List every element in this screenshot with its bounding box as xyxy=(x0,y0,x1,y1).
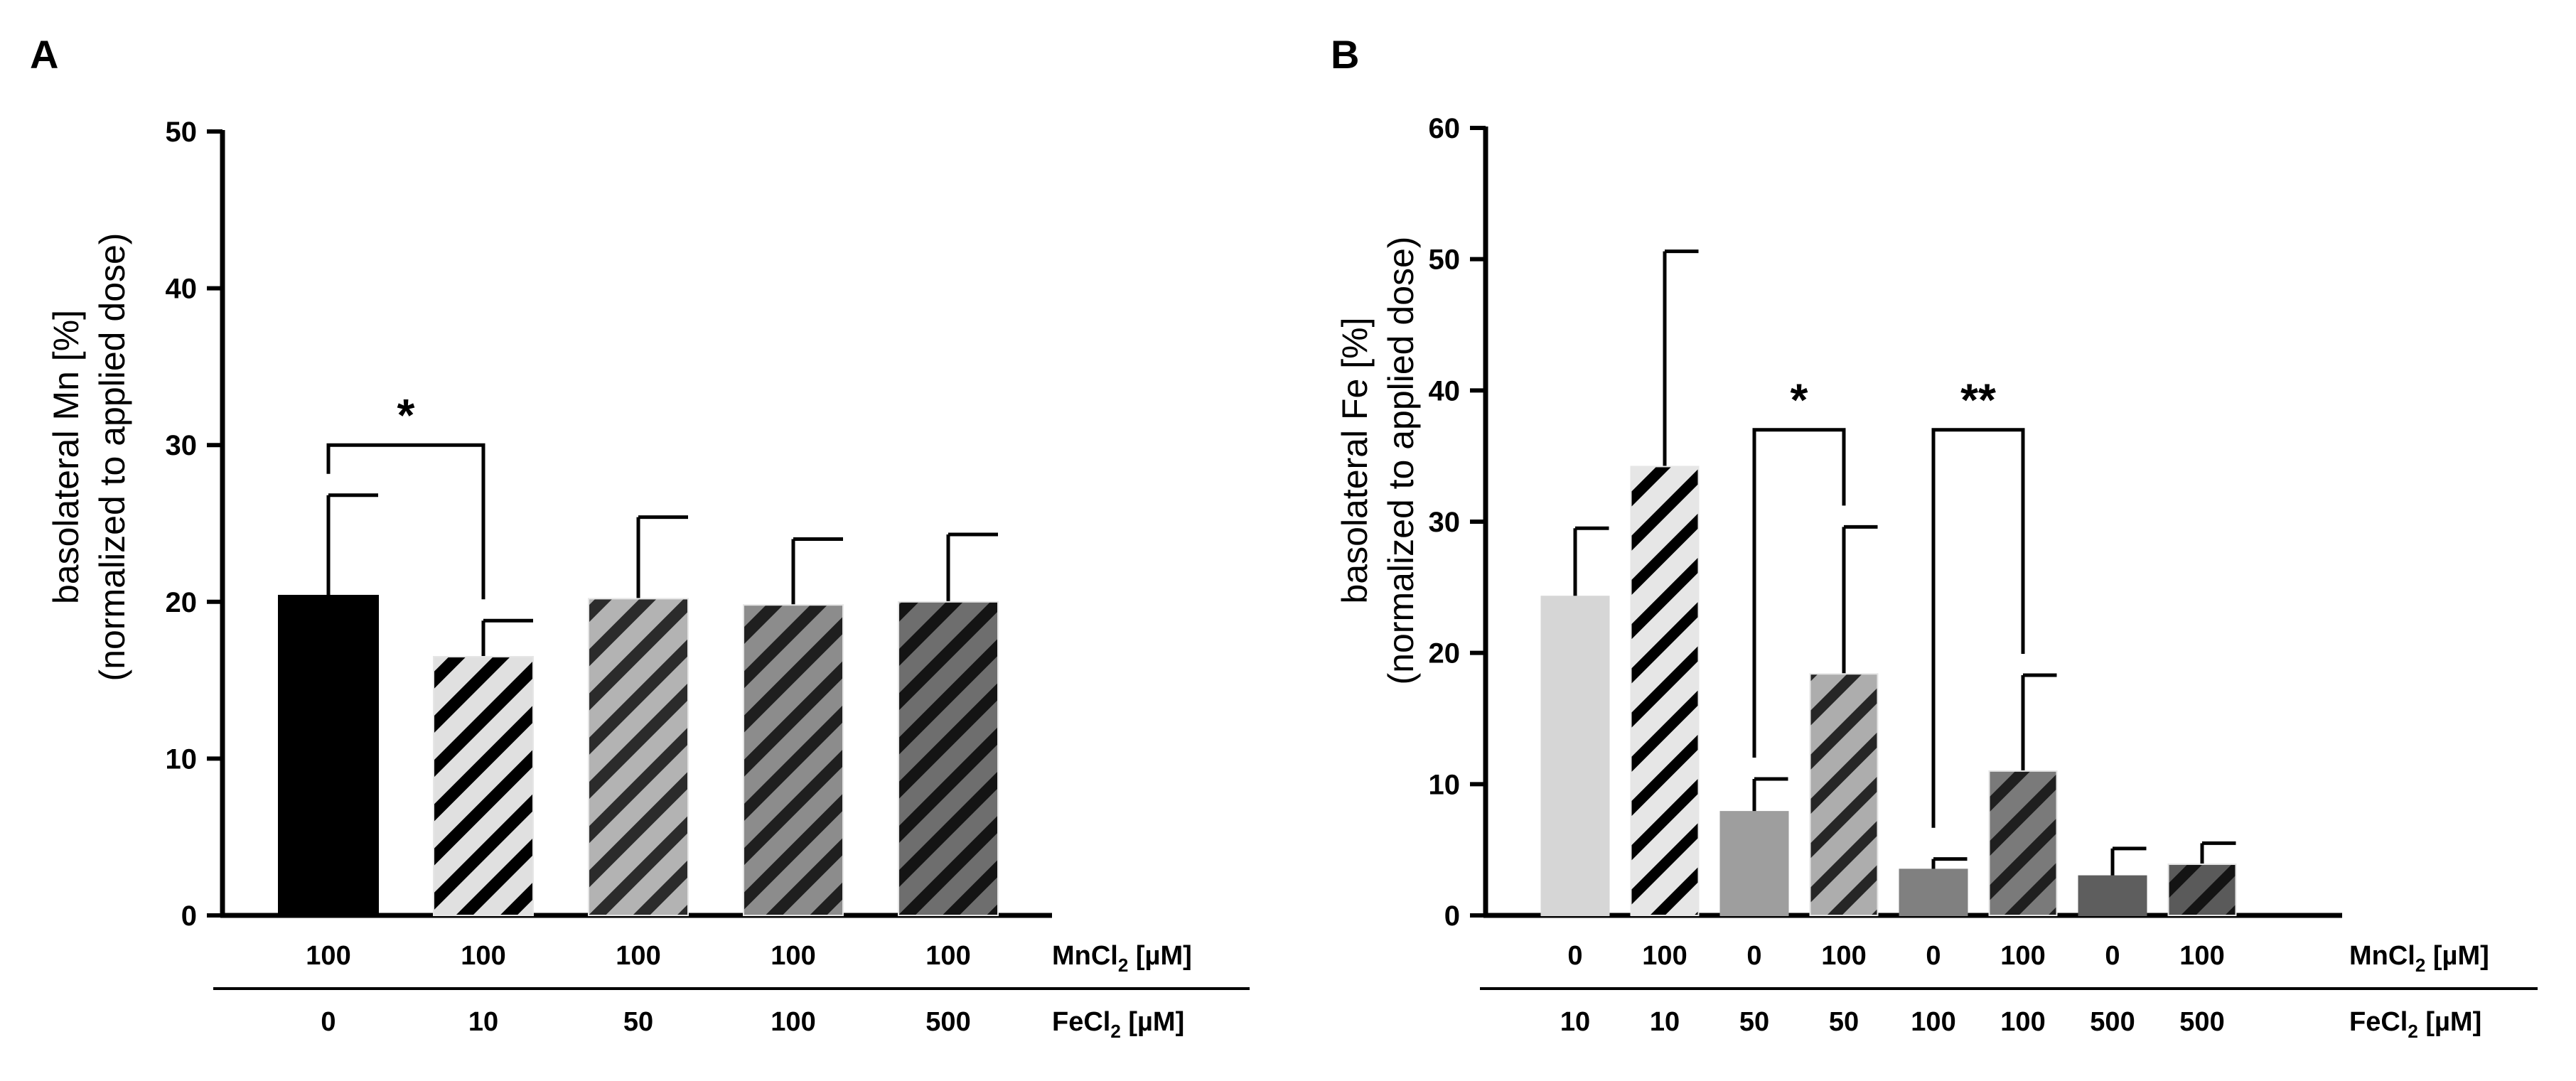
panel-b-fecl2-value: 10 xyxy=(1560,1007,1590,1037)
panel-b-significance-star: ** xyxy=(1960,375,1996,426)
panel-b-fecl2-value: 500 xyxy=(2179,1007,2224,1037)
panel-a-bar xyxy=(743,604,844,916)
panel-a-ylabel-line2: (normalized to applied dose) xyxy=(92,233,132,682)
panel-b-bar xyxy=(1988,770,2058,917)
panel-b-mncl2-value: 0 xyxy=(1567,941,1582,971)
panel-b-mncl2-value: 0 xyxy=(1746,941,1761,971)
panel-a-mncl2-value: 100 xyxy=(306,941,350,971)
panel-b-mncl2-value: 0 xyxy=(2105,941,2120,971)
panel-b-bar xyxy=(2078,875,2147,916)
panel-b-y-tick-label: 60 xyxy=(1429,113,1461,144)
panel-a-mncl2-value: 100 xyxy=(461,941,505,971)
panel-a-fecl2-value: 100 xyxy=(771,1007,815,1037)
panel-a-bar xyxy=(433,656,534,916)
panel-b-y-tick-label: 0 xyxy=(1444,900,1460,932)
panel-a-letter: A xyxy=(30,32,58,77)
panel-b-mncl2-value: 100 xyxy=(1642,941,1687,971)
panel-a: A basolateral Mn [%] (normalized to appl… xyxy=(30,32,1250,1042)
panel-a-y-tick-label: 40 xyxy=(166,274,198,305)
panel-a-mncl2-value: 100 xyxy=(616,941,660,971)
panel-b-mncl2-value: 0 xyxy=(1926,941,1941,971)
panel-b: B basolateral Fe [%] (normalized to appl… xyxy=(1331,32,2538,1042)
panel-b-ylabel-line2: (normalized to applied dose) xyxy=(1381,237,1421,685)
panel-b-letter: B xyxy=(1331,32,1359,77)
panel-a-significance-star: * xyxy=(397,389,415,441)
panel-a-mncl2-value: 100 xyxy=(925,941,970,971)
panel-a-mncl2-value: 100 xyxy=(771,941,815,971)
panel-a-y-tick-label: 50 xyxy=(166,117,198,148)
panel-a-fecl2-value: 0 xyxy=(321,1007,336,1037)
panel-b-bar xyxy=(1540,596,1610,916)
panel-b-fecl2-label: FeCl2 [µM] xyxy=(2349,1007,2481,1042)
panel-b-significance-star: * xyxy=(1791,375,1808,426)
panel-a-bar xyxy=(588,598,689,916)
panel-a-significance-bracket xyxy=(326,443,485,600)
panel-b-mncl2-value: 100 xyxy=(1821,941,1866,971)
panel-b-bar xyxy=(2167,863,2237,916)
panel-a-bar xyxy=(898,601,999,916)
panel-a-y-tick-label: 10 xyxy=(166,743,198,775)
panel-b-fecl2-value: 50 xyxy=(1739,1007,1769,1037)
panel-b-plot: 0102030405060010100100501005001001001000… xyxy=(1429,113,2538,1042)
panel-a-mncl2-label: MnCl2 [µM] xyxy=(1052,941,1192,976)
panel-b-bar xyxy=(1630,466,1700,916)
panel-b-bar xyxy=(1719,811,1789,916)
panel-b-ylabel: basolateral Fe [%] (normalized to applie… xyxy=(1335,237,1421,685)
panel-b-fecl2-value: 500 xyxy=(2090,1007,2135,1037)
panel-a-plot: 0 10 20 30 40 50 100 0 100 10 100 50 100 100 100 500 MnC… xyxy=(166,117,1250,1042)
panel-b-mncl2-value: 100 xyxy=(2000,941,2045,971)
panel-b-fecl2-value: 100 xyxy=(1911,1007,1955,1037)
panel-a-fecl2-value: 50 xyxy=(623,1007,653,1037)
panel-a-y-tick-label: 20 xyxy=(166,587,198,618)
panel-b-bar xyxy=(1899,868,1968,917)
panel-b-y-tick-label: 10 xyxy=(1429,769,1461,800)
panel-a-y-tick-label: 30 xyxy=(166,430,198,461)
panel-b-mncl2-label: MnCl2 [µM] xyxy=(2349,941,2489,976)
panel-a-y-tick-label: 0 xyxy=(181,900,197,932)
panel-b-significance-bracket xyxy=(1752,428,1846,758)
panel-b-y-tick-label: 30 xyxy=(1429,507,1461,538)
panel-a-ylabel-line1: basolateral Mn [%] xyxy=(46,310,86,604)
panel-a-ylabel: basolateral Mn [%] (normalized to applie… xyxy=(46,233,132,682)
panel-b-y-tick-label: 40 xyxy=(1429,375,1461,407)
panel-b-fecl2-value: 100 xyxy=(2000,1007,2045,1037)
panel-a-fecl2-value: 10 xyxy=(468,1007,498,1037)
panel-a-fecl2-label: FeCl2 [µM] xyxy=(1052,1007,1184,1042)
panel-b-y-tick-label: 50 xyxy=(1429,244,1461,276)
panel-b-fecl2-value: 50 xyxy=(1829,1007,1859,1037)
panel-b-y-tick-label: 20 xyxy=(1429,638,1461,669)
panel-a-fecl2-value: 500 xyxy=(925,1007,970,1037)
panel-b-fecl2-value: 10 xyxy=(1650,1007,1680,1037)
panel-a-bar xyxy=(278,594,379,916)
panel-b-bar xyxy=(1809,673,1879,916)
panel-b-ylabel-line1: basolateral Fe [%] xyxy=(1335,318,1375,604)
panel-b-significance-bracket xyxy=(1931,428,2025,828)
panel-b-mncl2-value: 100 xyxy=(2179,941,2224,971)
